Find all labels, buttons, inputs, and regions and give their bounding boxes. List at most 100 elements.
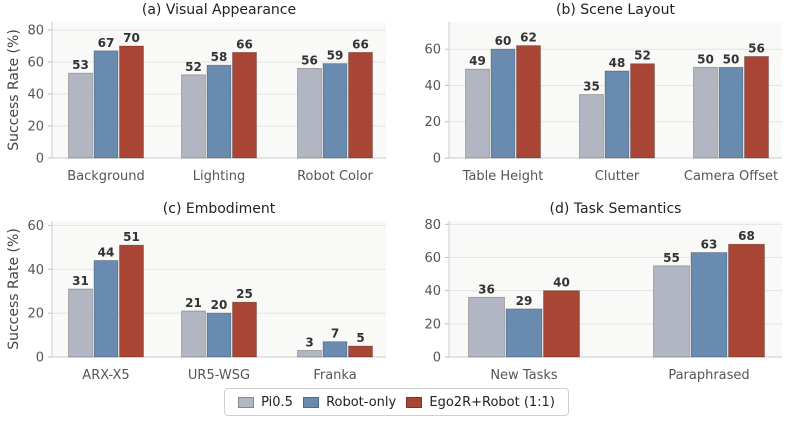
panel-3-category-label-arx-x5: ARX-X5	[82, 368, 129, 383]
panel-2-ytick-label: 0	[433, 152, 441, 167]
legend-label-pi05: Pi0.5	[261, 394, 293, 410]
legend-swatch-ego2r	[406, 396, 423, 408]
panel-1-bar-robot-color-robot-only	[322, 63, 348, 159]
panel-1-data-label-lighting-pi0-5: 52	[185, 60, 202, 74]
panel-1-ytick-label: 40	[27, 88, 44, 103]
panel-3-ytick-label: 20	[27, 307, 44, 322]
panel-2-bar-camera-offset-robot-only	[718, 66, 744, 159]
panel-3-bar-franka-robot-only	[322, 341, 348, 358]
panel-3-bar-arx-x5-robot-only	[93, 260, 119, 358]
panel-1-data-label-background-robot-only: 67	[98, 36, 115, 50]
panel-3-data-label-arx-x5-pi0-5: 31	[72, 274, 89, 288]
panel-2-bar-clutter-robot-only	[604, 70, 630, 159]
panel-3-bar-arx-x5-pi0-5	[68, 288, 93, 358]
panel-1-title: (a) Visual Appearance	[142, 2, 296, 18]
panel-2-data-label-camera-offset-robot-only: 50	[723, 52, 740, 66]
legend-label-robot-only: Robot-only	[326, 394, 397, 410]
panel-4-ytick-label: 0	[433, 351, 441, 366]
panel-3-category-label-ur5-wsg: UR5-WSG	[188, 368, 250, 383]
panel-1-bar-robot-color-ego2r-robot-1-1	[348, 52, 373, 159]
panel-4-bar-new-tasks-robot-only	[505, 308, 543, 358]
panel-4-data-label-paraphrased-pi0-5: 55	[663, 251, 680, 265]
panel-2-category-label-table-height: Table Height	[462, 169, 544, 184]
panel-1-bar-lighting-robot-only	[206, 64, 232, 159]
panel-1-bar-lighting-ego2r-robot-1-1	[232, 52, 257, 159]
panel-2-data-label-clutter-ego2r-robot-1-1: 52	[634, 49, 651, 63]
legend-item-ego2r: Ego2R+Robot (1:1)	[406, 395, 555, 410]
panel-1-bar-robot-color-pi0-5	[297, 68, 322, 159]
panel-3-bar-franka-pi0-5	[297, 350, 322, 358]
panel-1-ylabel: Success Rate (%)	[6, 29, 22, 151]
panel-3-data-label-franka-pi0-5: 3	[305, 335, 313, 349]
legend-item-pi05: Pi0.5	[238, 395, 293, 410]
panel-3-data-label-ur5-wsg-ego2r-robot-1-1: 25	[236, 287, 253, 301]
panel-1-bar-lighting-pi0-5	[181, 74, 206, 159]
panel-2-ytick-label: 40	[424, 79, 441, 94]
panel-3-data-label-ur5-wsg-robot-only: 20	[211, 298, 228, 312]
panel-1-ytick-label: 20	[27, 120, 44, 135]
panel-2-bar-camera-offset-ego2r-robot-1-1	[744, 56, 769, 159]
panel-4-data-label-new-tasks-ego2r-robot-1-1: 40	[553, 276, 570, 290]
panel-2-data-label-camera-offset-pi0-5: 50	[697, 52, 714, 66]
panel-3-bar-ur5-wsg-pi0-5	[181, 310, 206, 358]
panel-4-bar-new-tasks-ego2r-robot-1-1	[543, 290, 580, 358]
panel-1-data-label-robot-color-robot-only: 59	[327, 49, 344, 63]
panel-2-data-label-camera-offset-ego2r-robot-1-1: 56	[748, 41, 765, 55]
legend-swatch-robot-only	[303, 396, 320, 408]
panel-2-ytick-label: 20	[424, 115, 441, 130]
panel-4-data-label-paraphrased-robot-only: 63	[701, 238, 718, 252]
legend: Pi0.5 Robot-only Ego2R+Robot (1:1)	[224, 388, 569, 416]
panel-4-data-label-new-tasks-pi0-5: 36	[478, 282, 495, 296]
panel-2-data-label-table-height-pi0-5: 49	[469, 54, 486, 68]
panel-4-title: (d) Task Semantics	[550, 201, 682, 217]
panel-1-category-label-background: Background	[67, 169, 145, 184]
panel-3-ytick-label: 40	[27, 263, 44, 278]
panel-2-data-label-clutter-pi0-5: 35	[583, 80, 600, 94]
panel-1-data-label-lighting-robot-only: 58	[211, 50, 228, 64]
panel-4-bar-paraphrased-ego2r-robot-1-1	[728, 243, 765, 358]
panel-1-data-label-robot-color-pi0-5: 56	[301, 53, 318, 67]
panel-2-category-label-camera-offset: Camera Offset	[684, 169, 778, 184]
panel-3-ytick-label: 60	[27, 219, 44, 234]
panel-1-data-label-background-pi0-5: 53	[72, 58, 89, 72]
panel-4-bar-paraphrased-pi0-5	[653, 265, 690, 358]
panel-2-data-label-table-height-robot-only: 60	[495, 34, 512, 48]
panel-1-data-label-lighting-ego2r-robot-1-1: 66	[236, 37, 253, 51]
panel-1-category-label-robot-color: Robot Color	[297, 169, 373, 184]
panel-3-bar-ur5-wsg-robot-only	[206, 312, 232, 358]
panel-2-bar-clutter-pi0-5	[579, 94, 604, 159]
panel-3-data-label-franka-ego2r-robot-1-1: 5	[356, 331, 364, 345]
legend-label-ego2r: Ego2R+Robot (1:1)	[429, 394, 555, 410]
panel-4-bar-paraphrased-robot-only	[690, 252, 728, 358]
panel-4-category-label-new-tasks: New Tasks	[490, 368, 558, 383]
panel-4-bar-new-tasks-pi0-5	[468, 296, 505, 358]
panel-4-ytick-label: 20	[424, 317, 441, 332]
panel-1-category-label-lighting: Lighting	[193, 169, 246, 184]
panel-2-bar-table-height-robot-only	[490, 48, 516, 159]
panel-3-ylabel: Success Rate (%)	[6, 228, 22, 350]
panel-1-ytick-label: 60	[27, 56, 44, 71]
legend-item-robot-only: Robot-only	[303, 395, 396, 410]
panel-4-ytick-label: 40	[424, 284, 441, 299]
panel-4-data-label-paraphrased-ego2r-robot-1-1: 68	[738, 229, 755, 243]
panel-2-bar-table-height-ego2r-robot-1-1	[516, 45, 541, 159]
panel-3-bar-arx-x5-ego2r-robot-1-1	[119, 244, 144, 358]
panel-1-bar-background-ego2r-robot-1-1	[119, 45, 144, 159]
panel-4-ytick-label: 60	[424, 251, 441, 266]
panel-4-ytick-label: 80	[424, 218, 441, 233]
panel-4-data-label-new-tasks-robot-only: 29	[516, 294, 533, 308]
panel-3-data-label-arx-x5-robot-only: 44	[98, 245, 115, 259]
panel-2-data-label-clutter-robot-only: 48	[609, 56, 626, 70]
panel-2-data-label-table-height-ego2r-robot-1-1: 62	[520, 31, 537, 45]
panel-1-ytick-label: 0	[36, 152, 44, 167]
panel-2-category-label-clutter: Clutter	[595, 169, 640, 184]
panel-2-ytick-label: 60	[424, 43, 441, 58]
legend-swatch-pi05	[238, 396, 255, 408]
panel-1-data-label-robot-color-ego2r-robot-1-1: 66	[352, 37, 369, 51]
panel-3-data-label-arx-x5-ego2r-robot-1-1: 51	[123, 230, 140, 244]
panel-1-ytick-label: 80	[27, 24, 44, 39]
panel-3-data-label-franka-robot-only: 7	[331, 327, 339, 341]
panel-1-data-label-background-ego2r-robot-1-1: 70	[123, 31, 140, 45]
panel-3-bar-franka-ego2r-robot-1-1	[348, 345, 373, 358]
